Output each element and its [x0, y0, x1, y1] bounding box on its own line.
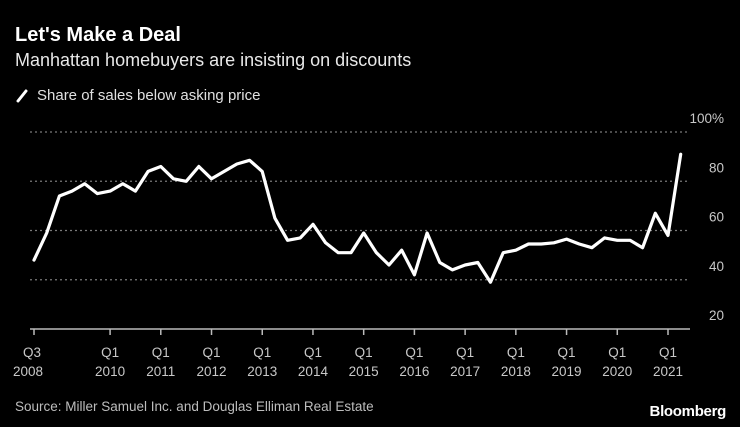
y-tick-label: 20 [709, 308, 724, 323]
y-tick-label: 60 [709, 210, 724, 225]
y-tick-label: 100% [689, 111, 724, 126]
chart-title: Let's Make a Deal [15, 24, 181, 46]
x-tick-label-quarter: Q1 [608, 345, 626, 360]
x-tick-label-quarter: Q1 [355, 345, 373, 360]
x-tick-label-quarter: Q1 [659, 345, 677, 360]
x-tick-label-quarter: Q1 [507, 345, 525, 360]
legend-line-icon [16, 89, 28, 102]
x-tick-label-year: 2008 [13, 364, 43, 379]
x-tick-label-quarter: Q1 [405, 345, 423, 360]
x-tick-label-quarter: Q1 [101, 345, 119, 360]
x-tick-label-year: 2013 [247, 364, 277, 379]
bloomberg-logo: Bloomberg [649, 403, 727, 420]
x-tick-label-year: 2012 [196, 364, 226, 379]
legend: Share of sales below asking price [15, 87, 260, 104]
x-tick-label-quarter: Q1 [304, 345, 322, 360]
x-tick-label-year: 2018 [501, 364, 531, 379]
x-tick-label-year: 2020 [602, 364, 632, 379]
series-line [32, 152, 683, 284]
x-tick-label-year: 2019 [552, 364, 582, 379]
x-tick-label-quarter: Q3 [23, 345, 41, 360]
x-tick-label-quarter: Q1 [152, 345, 170, 360]
legend-label: Share of sales below asking price [37, 87, 261, 104]
source-note: Source: Miller Samuel Inc. and Douglas E… [15, 399, 374, 414]
x-tick-label-year: 2015 [349, 364, 379, 379]
x-tick-label-year: 2010 [95, 364, 125, 379]
x-tick-label-quarter: Q1 [558, 345, 576, 360]
x-tick-label-year: 2011 [146, 364, 175, 379]
chart-subtitle: Manhattan homebuyers are insisting on di… [15, 50, 412, 70]
x-tick-label-quarter: Q1 [253, 345, 271, 360]
y-tick-label: 80 [709, 160, 724, 175]
x-tick-label-quarter: Q1 [456, 345, 474, 360]
x-tick-label-year: 2014 [298, 364, 329, 379]
x-tick-label-year: 2021 [653, 364, 683, 379]
x-tick-label-year: 2017 [450, 364, 480, 379]
x-tick-label-year: 2016 [399, 364, 429, 379]
x-tick-label-quarter: Q1 [203, 345, 221, 360]
y-tick-label: 40 [709, 259, 724, 274]
